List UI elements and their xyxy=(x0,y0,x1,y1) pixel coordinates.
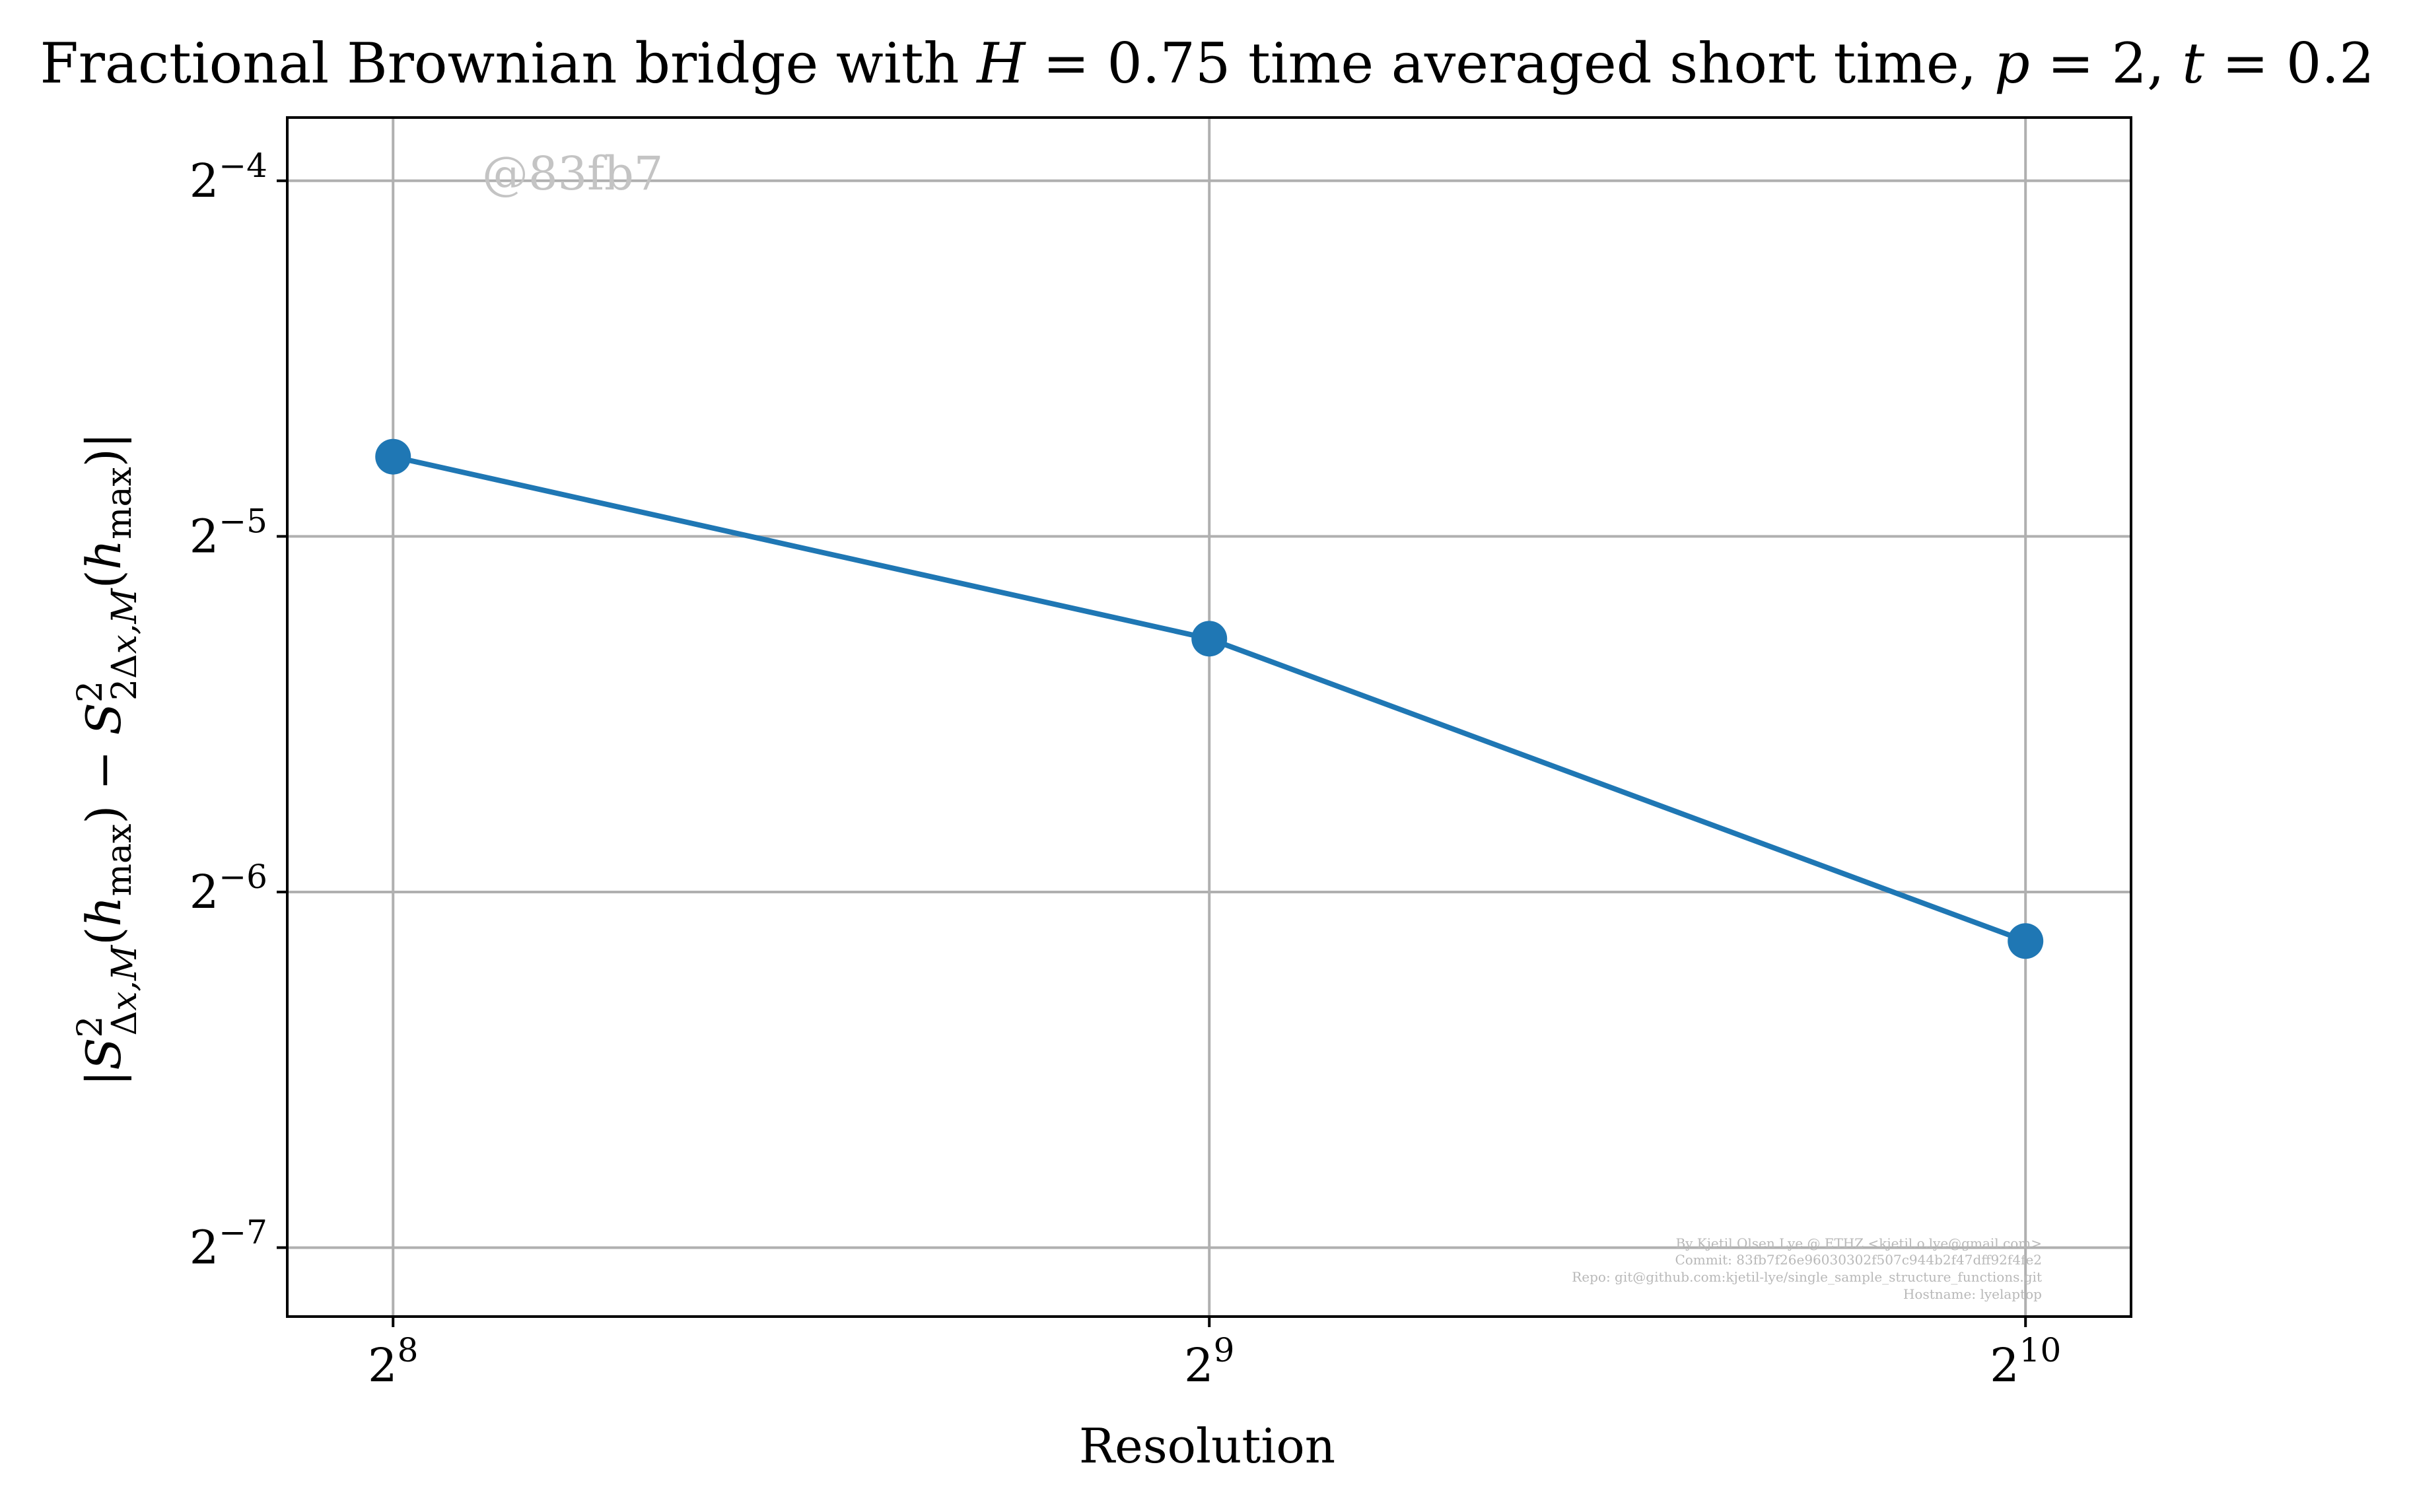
y-tick-label: 2−7 xyxy=(190,1214,267,1275)
data-point xyxy=(1191,621,1228,657)
svg-text:|S2Δx,M(hmax) − S22Δx,M(hmax)|: |S2Δx,M(hmax) − S22Δx,M(hmax)| xyxy=(71,432,145,1086)
data-point xyxy=(2008,923,2044,959)
x-tick-label: 29 xyxy=(1184,1331,1234,1392)
data-series xyxy=(375,438,2044,959)
x-tick-label: 28 xyxy=(368,1331,418,1392)
x-axis-label: Resolution xyxy=(1079,1418,1335,1474)
credit-commit: Commit: 83fb7f26e96030302f507c944b2f47df… xyxy=(1675,1252,2042,1268)
axis-ticks: 28 29 210 2−4 2−5 2−6 2−7 xyxy=(190,147,2062,1392)
y-axis-label: |S2Δx,M(hmax) − S22Δx,M(hmax)| xyxy=(71,432,145,1086)
x-tick-label: 210 xyxy=(1990,1331,2061,1392)
y-tick-label: 2−5 xyxy=(190,502,267,563)
watermark-text: @83fb7 xyxy=(482,147,663,201)
credit-author: By Kjetil Olsen Lye @ ETHZ <kjetil.o.lye… xyxy=(1675,1235,2042,1251)
credit-hostname: Hostname: lyelaptop xyxy=(1903,1286,2042,1302)
chart-title: Fractional Brownian bridge with H = 0.75… xyxy=(40,31,2374,96)
credit-repo: Repo: git@github.com:kjetil-lye/single_s… xyxy=(1572,1269,2042,1285)
data-point xyxy=(375,438,411,475)
grid-lines xyxy=(287,118,2131,1317)
y-tick-label: 2−4 xyxy=(190,147,267,208)
y-tick-label: 2−6 xyxy=(190,858,267,919)
